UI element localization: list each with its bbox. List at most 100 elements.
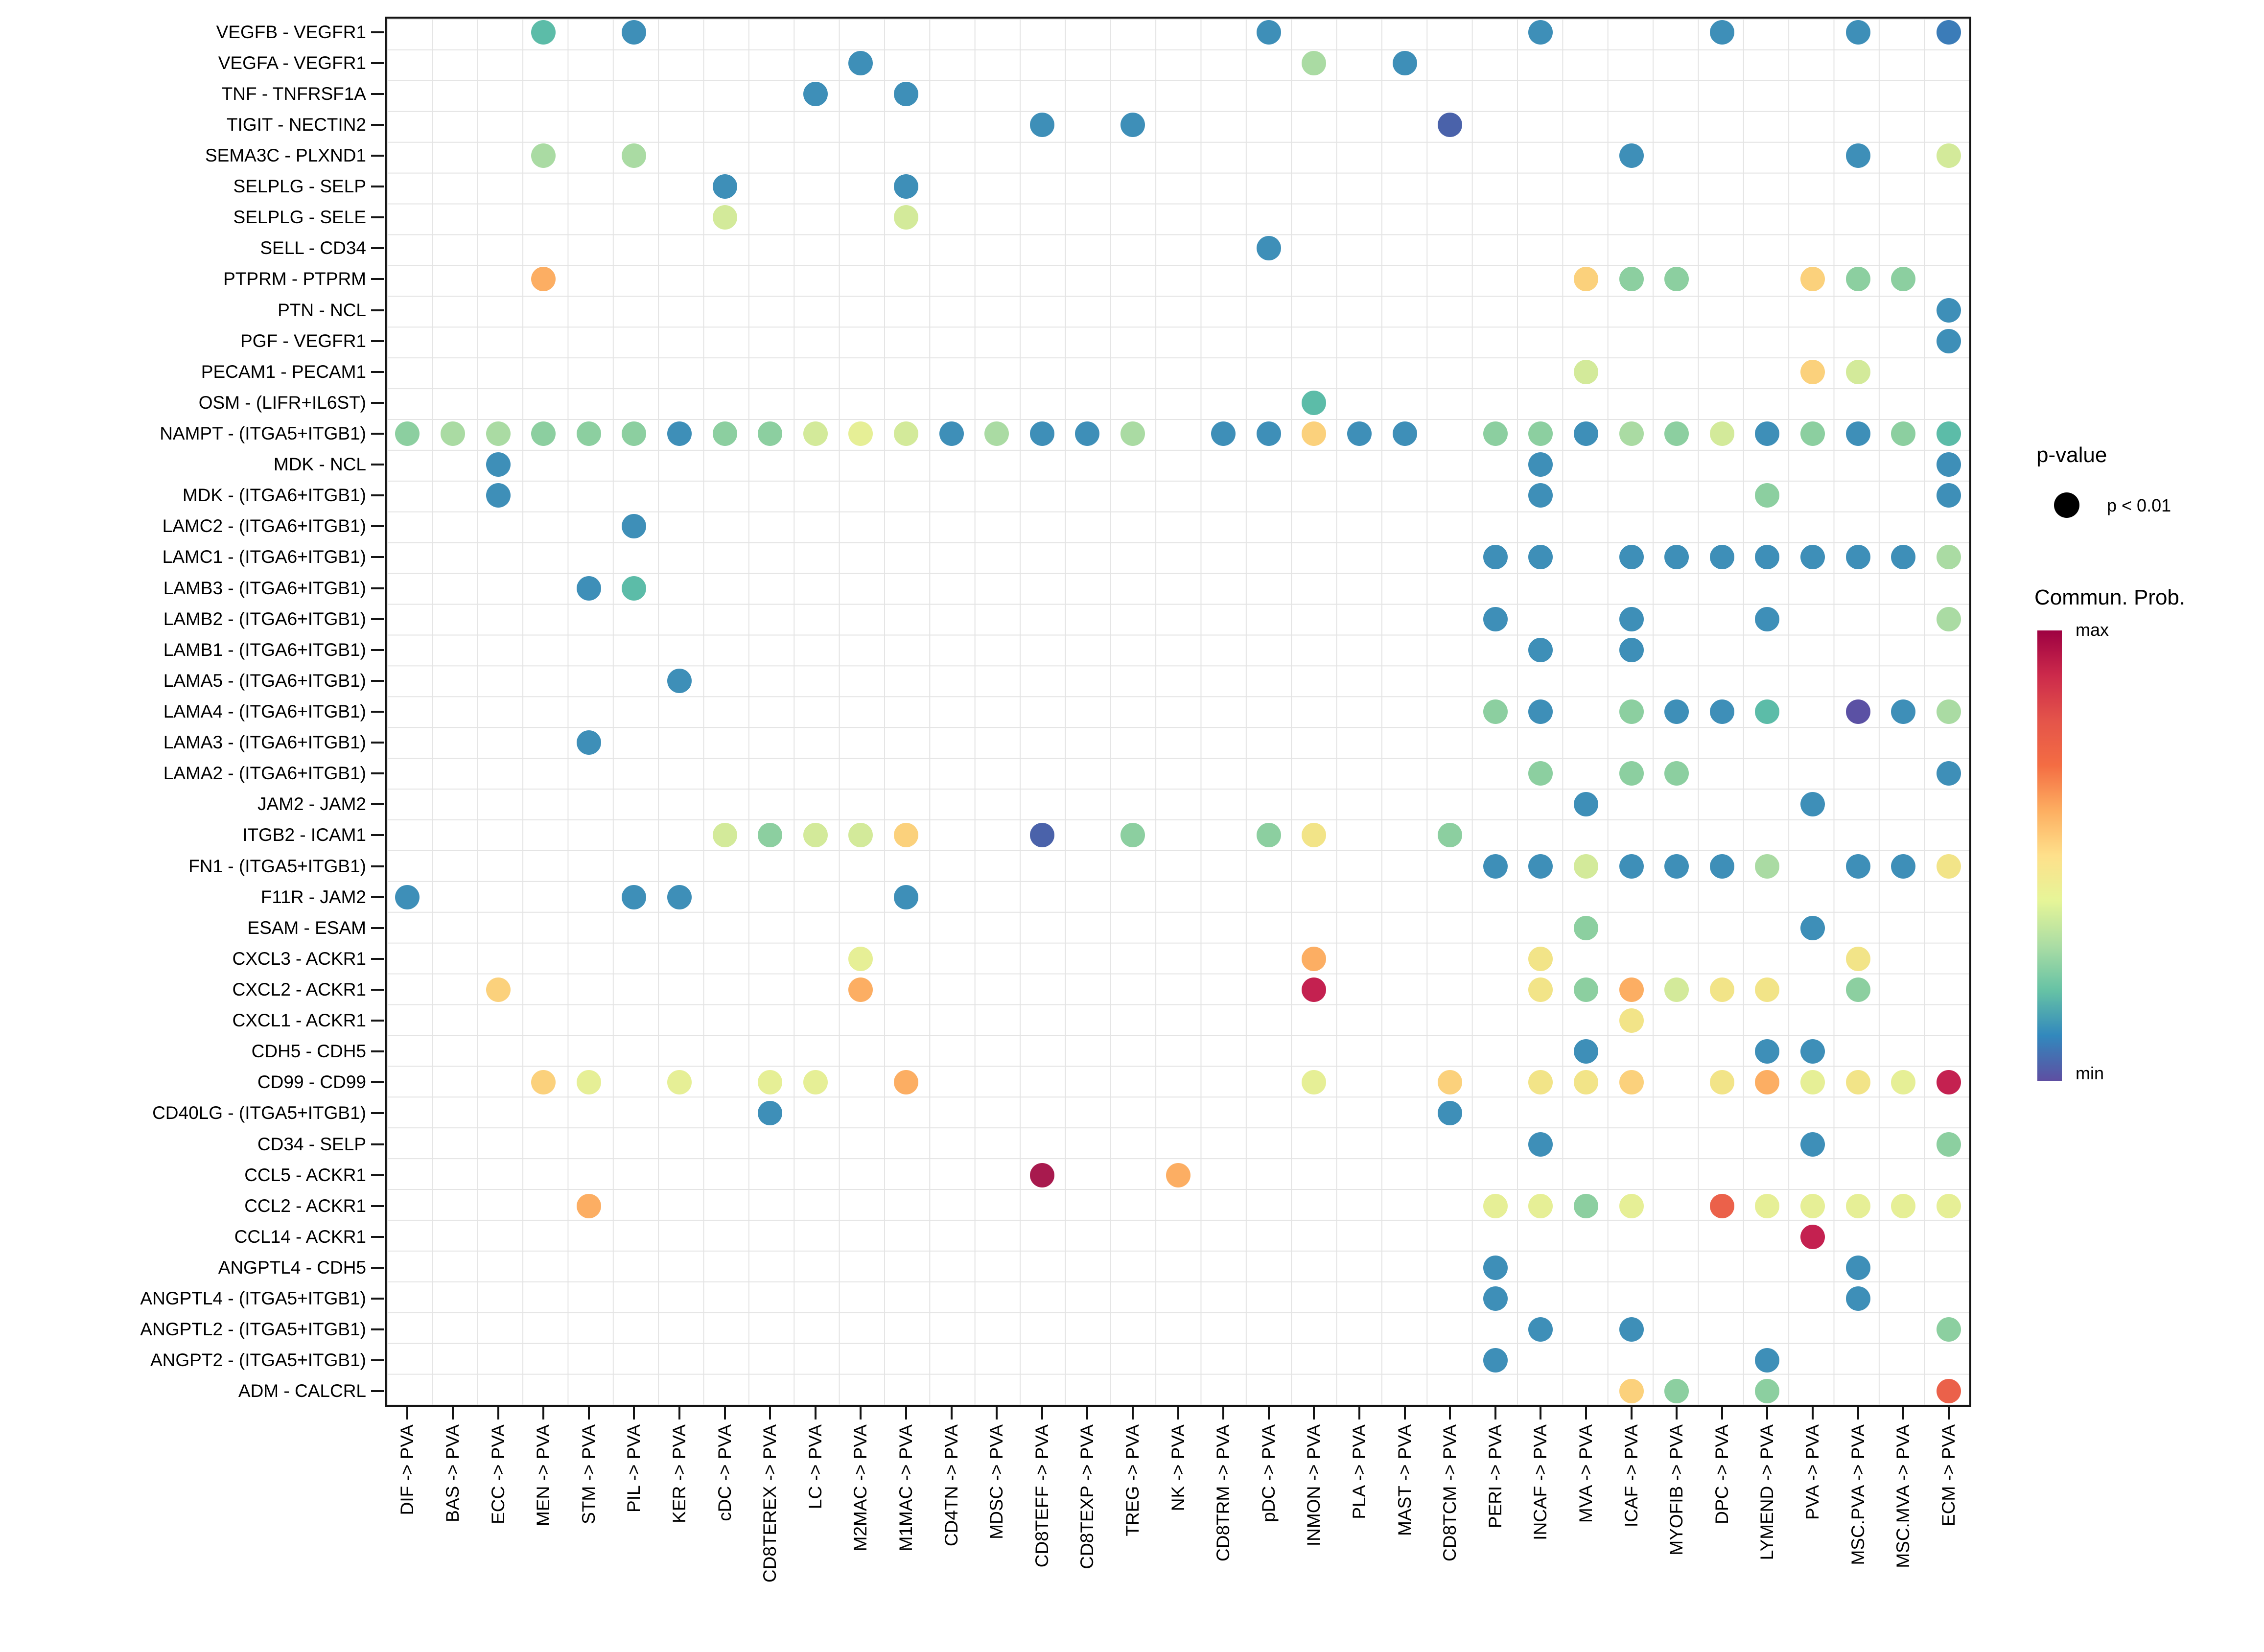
x-axis-label: CD8TCM -> PVA bbox=[1439, 1424, 1461, 1564]
data-dot bbox=[1800, 1224, 1825, 1249]
data-dot bbox=[1483, 421, 1508, 446]
y-axis-label: CD34 - SELP bbox=[257, 1134, 366, 1154]
data-dot bbox=[667, 1070, 692, 1095]
x-axis-label: LYMEND -> PVA bbox=[1756, 1424, 1778, 1562]
data-dot bbox=[667, 668, 692, 693]
y-axis-label: JAM2 - JAM2 bbox=[257, 794, 366, 814]
x-axis-tick bbox=[1086, 1407, 1089, 1419]
y-axis-tick bbox=[371, 525, 384, 528]
data-dot bbox=[1483, 1348, 1508, 1373]
y-axis-label: ADM - CALCRL bbox=[238, 1381, 366, 1401]
x-axis-label-text: DPC -> PVA bbox=[1711, 1424, 1732, 1524]
x-axis-label: CD8TEREX -> PVA bbox=[759, 1424, 781, 1585]
x-axis-tick bbox=[497, 1407, 499, 1419]
data-dot bbox=[1936, 483, 1961, 508]
data-dot bbox=[1755, 1193, 1780, 1218]
x-axis-label-text: INMON -> PVA bbox=[1304, 1424, 1324, 1547]
data-dot bbox=[1936, 1193, 1961, 1218]
y-axis-label: NAMPT - (ITGA5+ITGB1) bbox=[160, 423, 366, 443]
colorbar-min-label: min bbox=[2076, 1063, 2104, 1083]
x-axis-tick bbox=[724, 1407, 726, 1419]
y-axis-label: PECAM1 - PECAM1 bbox=[201, 361, 366, 382]
data-dot bbox=[1936, 1317, 1961, 1342]
y-axis-tick bbox=[371, 957, 384, 960]
x-axis-label-text: LYMEND -> PVA bbox=[1757, 1424, 1777, 1560]
data-dot bbox=[440, 421, 465, 446]
data-dot bbox=[1664, 854, 1689, 879]
x-axis-label: LC -> PVA bbox=[804, 1424, 827, 1512]
x-axis-tick bbox=[1630, 1407, 1633, 1419]
colorbar-title: Commun. Prob. bbox=[2034, 585, 2186, 609]
y-axis-tick bbox=[371, 927, 384, 929]
y-axis-label: MDK - NCL bbox=[273, 454, 366, 475]
y-axis-tick bbox=[371, 309, 384, 311]
x-axis-label: MYOFIB -> PVA bbox=[1665, 1424, 1688, 1558]
x-axis-label: MSC.PVA -> PVA bbox=[1847, 1424, 1869, 1568]
data-dot bbox=[1936, 328, 1961, 353]
x-axis-tick bbox=[905, 1407, 907, 1419]
x-axis-label: M1MAC -> PVA bbox=[895, 1424, 917, 1554]
x-axis-label-text: MAST -> PVA bbox=[1394, 1424, 1415, 1536]
data-dot bbox=[1845, 545, 1870, 570]
data-dot bbox=[1936, 699, 1961, 724]
data-dot bbox=[1755, 1379, 1780, 1404]
y-axis-tick bbox=[371, 1359, 384, 1362]
x-axis-tick bbox=[406, 1407, 409, 1419]
x-axis-label-text: MSC.PVA -> PVA bbox=[1847, 1424, 1868, 1565]
data-dot bbox=[1438, 1101, 1463, 1126]
data-dot bbox=[1936, 606, 1961, 631]
data-dot bbox=[893, 884, 918, 909]
y-axis-tick bbox=[371, 679, 384, 682]
x-axis-label-text: M1MAC -> PVA bbox=[895, 1424, 916, 1552]
x-axis-label: STM -> PVA bbox=[578, 1424, 600, 1527]
data-dot bbox=[1800, 421, 1825, 446]
data-dot bbox=[758, 1101, 783, 1126]
y-axis-label: ANGPT2 - (ITGA5+ITGB1) bbox=[150, 1350, 366, 1371]
data-dot bbox=[1573, 267, 1598, 292]
x-axis-label: PVA -> PVA bbox=[1801, 1424, 1824, 1522]
data-dot bbox=[1936, 143, 1961, 168]
data-dot bbox=[1936, 1132, 1961, 1157]
data-dot bbox=[1845, 359, 1870, 384]
y-axis-tick bbox=[371, 649, 384, 651]
y-axis-label: LAMB1 - (ITGA6+ITGB1) bbox=[163, 639, 366, 660]
data-dot bbox=[1936, 854, 1961, 879]
data-dot bbox=[1528, 977, 1553, 1002]
data-dot bbox=[1483, 606, 1508, 631]
y-axis-label: SELL - CD34 bbox=[260, 238, 366, 258]
y-axis-label: LAMA3 - (ITGA6+ITGB1) bbox=[163, 732, 366, 753]
data-dot bbox=[1800, 1039, 1825, 1064]
x-axis-label: M2MAC -> PVA bbox=[849, 1424, 872, 1554]
data-dot bbox=[803, 1070, 828, 1095]
y-axis-tick bbox=[371, 1081, 384, 1084]
x-axis-label-text: PERI -> PVA bbox=[1485, 1424, 1505, 1529]
data-dot bbox=[1755, 545, 1780, 570]
x-axis-label: DPC -> PVA bbox=[1711, 1424, 1733, 1527]
data-dot bbox=[1029, 112, 1054, 137]
x-axis-label: MVA -> PVA bbox=[1575, 1424, 1597, 1525]
x-axis-tick bbox=[1494, 1407, 1496, 1419]
data-dot bbox=[1845, 143, 1870, 168]
y-axis-tick bbox=[371, 556, 384, 558]
pvalue-item-label: p < 0.01 bbox=[2107, 495, 2171, 515]
x-axis-tick bbox=[1131, 1407, 1134, 1419]
y-axis-label: ESAM - ESAM bbox=[247, 917, 366, 938]
data-dot bbox=[667, 884, 692, 909]
y-axis-tick bbox=[371, 618, 384, 620]
data-dot bbox=[1800, 359, 1825, 384]
x-axis-label-text: CD8TEXP -> PVA bbox=[1077, 1424, 1097, 1569]
data-dot bbox=[1573, 421, 1598, 446]
data-dot bbox=[1664, 699, 1689, 724]
data-dot bbox=[1302, 50, 1327, 75]
data-dot bbox=[1800, 1193, 1825, 1218]
x-axis-label-text: MSC.MVA -> PVA bbox=[1893, 1424, 1914, 1568]
y-axis-tick bbox=[371, 371, 384, 373]
data-dot bbox=[1528, 20, 1553, 45]
data-dot bbox=[622, 514, 647, 539]
data-dot bbox=[1438, 823, 1463, 848]
data-dot bbox=[486, 452, 511, 477]
y-axis-label: F11R - JAM2 bbox=[260, 886, 366, 907]
x-axis-label: ECM -> PVA bbox=[1937, 1424, 1960, 1529]
data-dot bbox=[1664, 421, 1689, 446]
data-dot bbox=[1483, 1193, 1508, 1218]
